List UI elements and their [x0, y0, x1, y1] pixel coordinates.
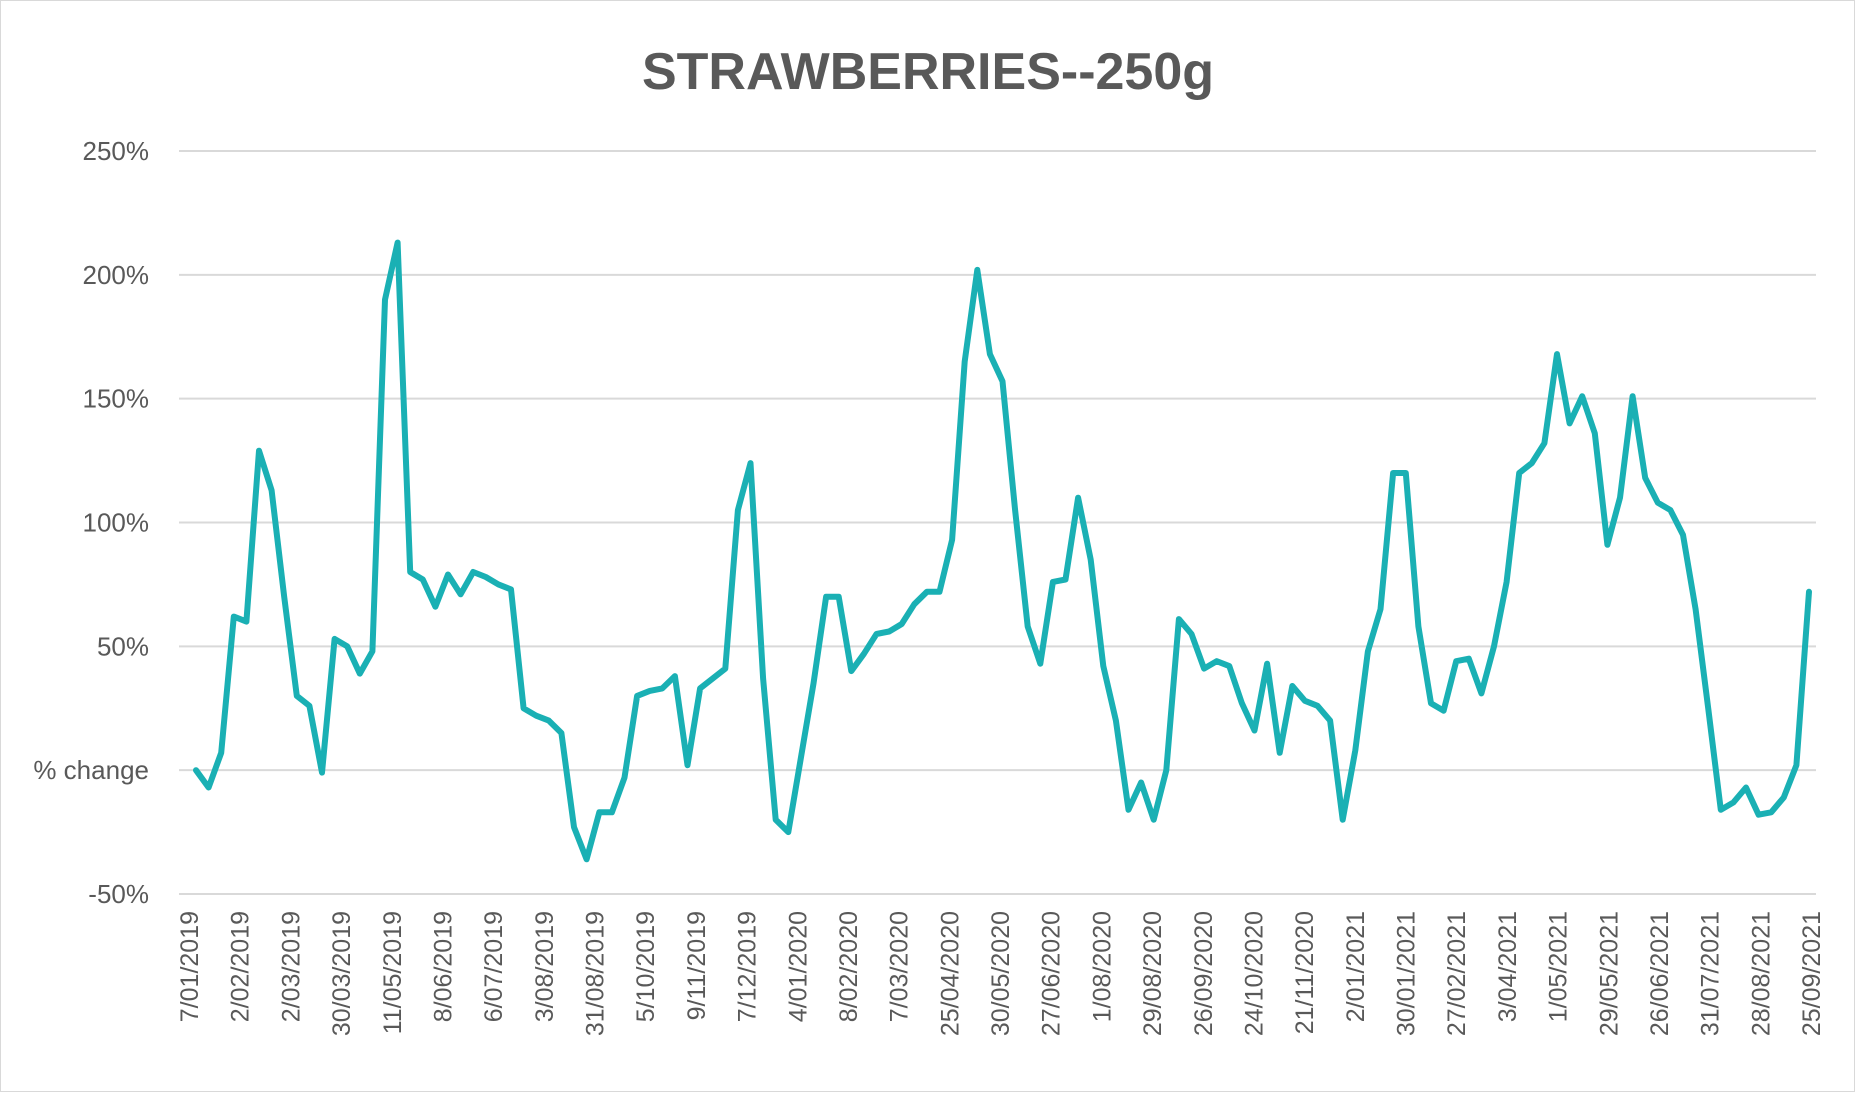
x-tick-label: 8/06/2019	[429, 911, 457, 1022]
y-tick-label: 100%	[83, 508, 150, 538]
x-tick-label: 2/02/2019	[227, 911, 255, 1022]
x-tick-label: 8/02/2020	[835, 911, 863, 1022]
x-tick-label: 31/07/2021	[1697, 911, 1725, 1036]
x-tick-label: 2/01/2021	[1342, 911, 1370, 1022]
x-tick-label: 3/08/2019	[531, 911, 559, 1022]
x-tick-label: 21/11/2020	[1291, 911, 1319, 1034]
x-tick-label: 25/09/2021	[1798, 911, 1826, 1036]
gridlines	[179, 150, 1816, 895]
x-tick-label: 28/08/2021	[1747, 911, 1775, 1036]
y-tick-label: 200%	[83, 260, 150, 290]
series-layer	[193, 239, 1812, 863]
x-tick-label: 26/09/2020	[1190, 911, 1218, 1036]
x-axis-ticks: 7/01/2019 2/02/2019 2/03/2019 30/03/2019 11/…	[176, 911, 1826, 1036]
y-tick-label: 250%	[83, 136, 150, 166]
y-tick-label: % change	[33, 755, 149, 785]
x-tick-label: 7/12/2019	[734, 911, 762, 1022]
chart-title: STRAWBERRIES--250g	[642, 43, 1214, 101]
y-tick-label: 150%	[83, 384, 150, 414]
x-tick-label: 26/06/2021	[1646, 911, 1674, 1036]
x-tick-label: 30/01/2021	[1393, 911, 1421, 1036]
x-tick-label: 9/11/2019	[683, 911, 711, 1020]
x-tick-label: 3/04/2021	[1494, 911, 1522, 1022]
x-tick-label: 4/01/2020	[784, 911, 812, 1022]
x-tick-label: 6/07/2019	[480, 911, 508, 1022]
x-tick-label: 30/03/2019	[328, 911, 356, 1036]
y-tick-label: 50%	[97, 631, 149, 661]
x-tick-label: 7/03/2020	[886, 911, 914, 1022]
x-tick-label: 1/08/2020	[1088, 911, 1116, 1022]
x-tick-label: 29/08/2020	[1139, 911, 1167, 1036]
x-tick-label: 27/06/2020	[1038, 911, 1066, 1036]
y-tick-label: -50%	[88, 879, 149, 909]
series-line	[193, 239, 1812, 863]
x-tick-label: 11/05/2019	[379, 911, 407, 1034]
x-tick-label: 5/10/2019	[632, 911, 660, 1022]
y-axis-ticks: 250% 200% 150% 100% 50% % change -50%	[33, 136, 149, 909]
x-tick-label: 7/01/2019	[176, 911, 204, 1022]
x-tick-label: 2/03/2019	[277, 911, 305, 1022]
x-tick-label: 31/08/2019	[582, 911, 610, 1036]
x-tick-label: 25/04/2020	[936, 911, 964, 1036]
x-tick-label: 27/02/2021	[1443, 911, 1471, 1036]
x-tick-label: 30/05/2020	[987, 911, 1015, 1036]
x-tick-label: 29/05/2021	[1595, 911, 1623, 1036]
x-tick-label: 1/05/2021	[1545, 911, 1573, 1022]
x-tick-label: 24/10/2020	[1240, 911, 1268, 1036]
